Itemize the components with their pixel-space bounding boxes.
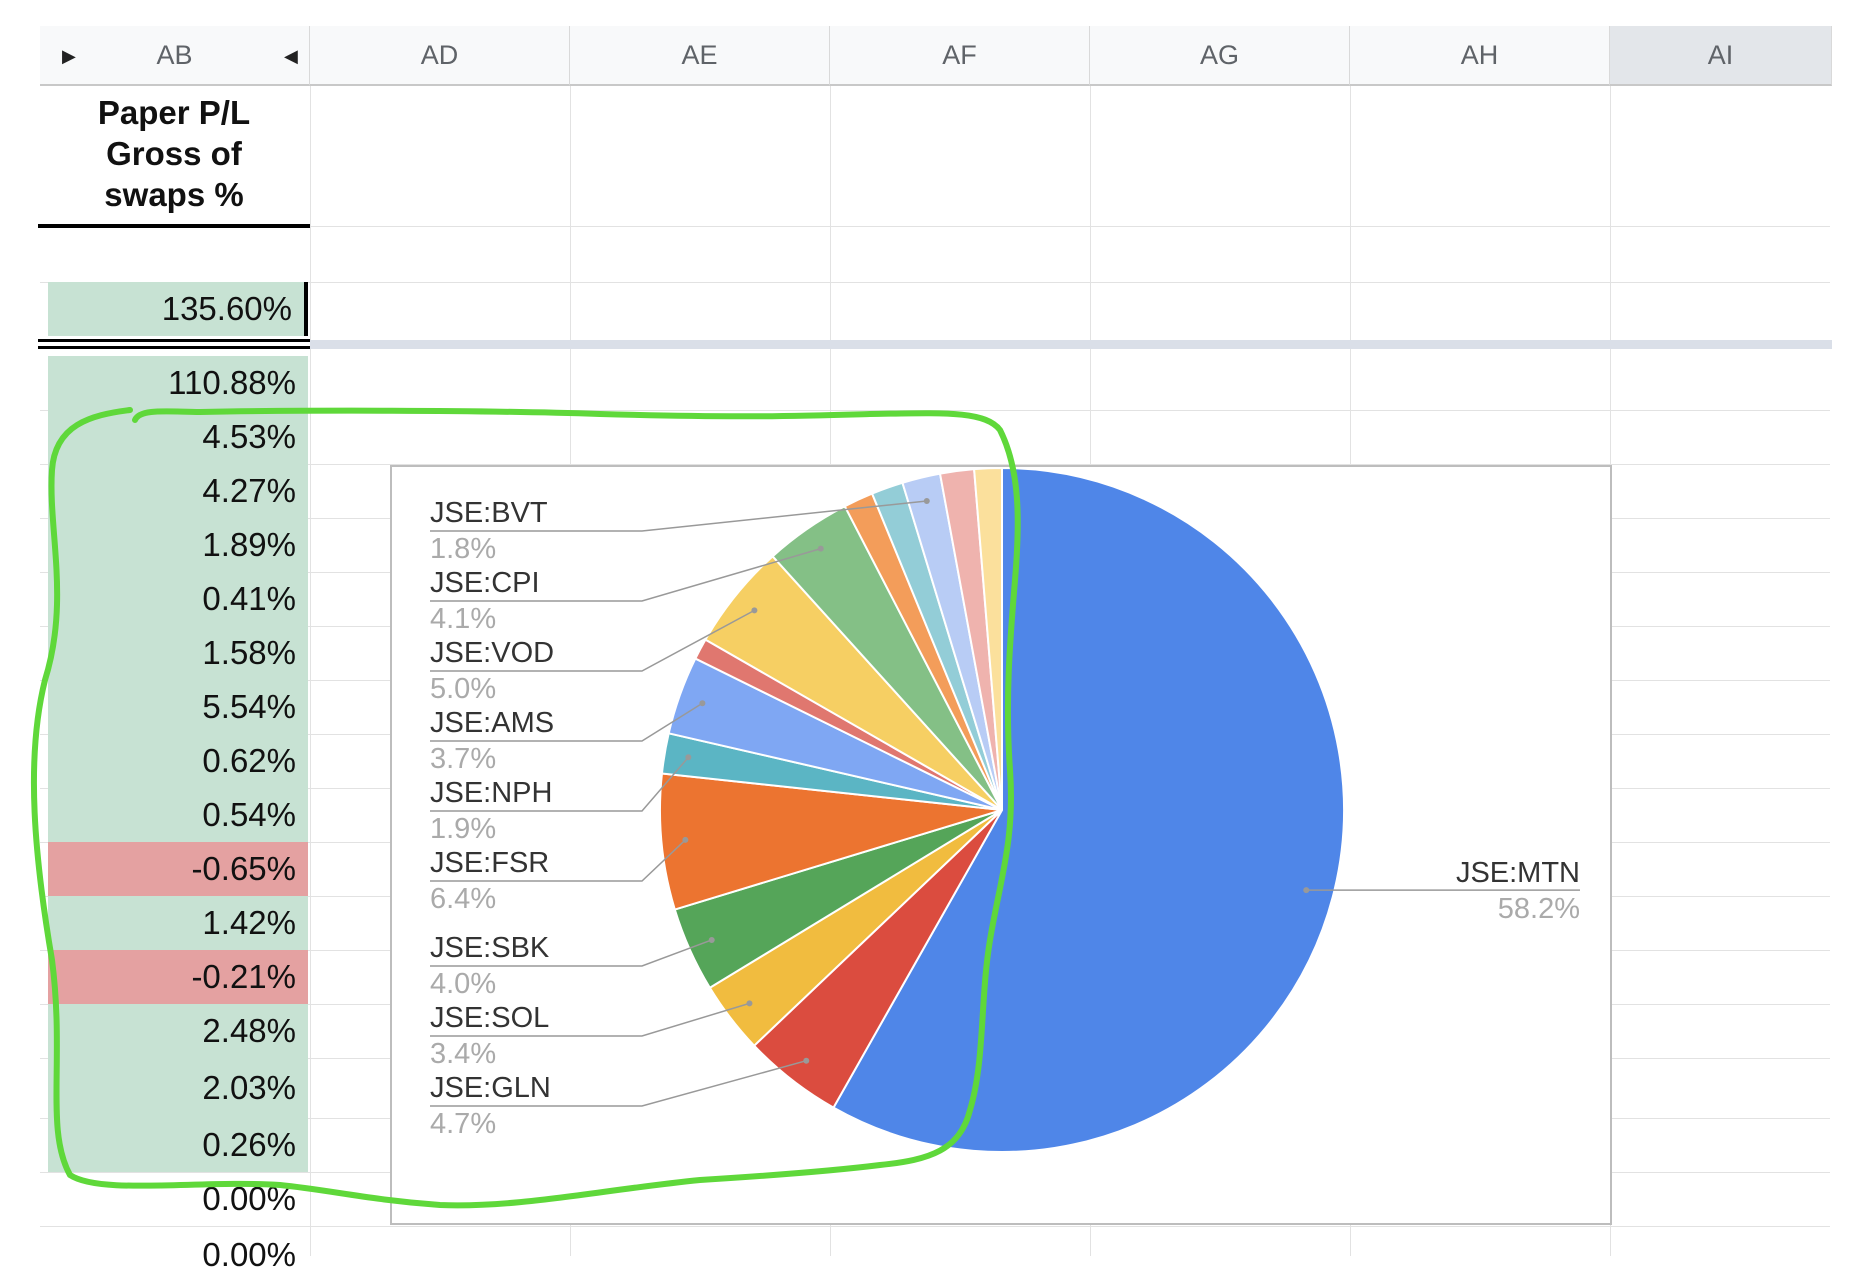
cell-value: 1.42% [202, 904, 296, 941]
cell-value: 1.89% [202, 526, 296, 563]
grid-line [40, 410, 1830, 411]
slice-label: JSE:VOD [430, 637, 554, 669]
value-cell[interactable]: 0.62% [48, 734, 308, 788]
value-cell-negative[interactable]: -0.65% [48, 842, 308, 896]
cell-value: 0.26% [202, 1126, 296, 1163]
column-letter: AI [1707, 39, 1734, 70]
column-letter: AB [156, 39, 193, 70]
value-cell[interactable]: 1.89% [48, 518, 308, 572]
value-cell[interactable]: 2.03% [48, 1058, 308, 1118]
leader-dot [751, 607, 758, 614]
leader-dot [923, 497, 930, 504]
slice-label: JSE:BVT [430, 497, 548, 529]
column-letter: AF [942, 39, 977, 70]
slice-label: JSE:AMS [430, 707, 554, 739]
header-cell-paper-pl[interactable]: Paper P/L Gross of swaps % [38, 92, 310, 224]
slice-percent: 4.7% [430, 1108, 496, 1140]
leader-dot [708, 936, 715, 943]
slice-percent: 6.4% [430, 883, 496, 915]
grid-line [40, 226, 1830, 227]
column-header-ag[interactable]: AG [1090, 26, 1350, 86]
value-cell[interactable]: 0.00% [48, 1226, 308, 1280]
cell-value: 0.00% [202, 1236, 296, 1273]
cell-value: 1.58% [202, 634, 296, 671]
column-header-af[interactable]: AF [830, 26, 1090, 86]
header-line: Gross of [106, 135, 242, 172]
collapse-left-icon[interactable]: ◀ [284, 45, 298, 66]
column-letter: AG [1199, 39, 1239, 70]
cell-value: -0.21% [191, 958, 296, 995]
cell-value: 135.60% [161, 290, 292, 327]
slice-percent: 4.0% [430, 968, 496, 1000]
column-header-ah[interactable]: AH [1350, 26, 1610, 86]
leader-dot [746, 1000, 753, 1007]
cell-value: 0.41% [202, 580, 296, 617]
slice-percent: 3.7% [430, 743, 496, 775]
pie-chart[interactable]: JSE:BVT 1.8% JSE:CPI 4.1% JSE:VOD 5.0% JSE:AMS… [390, 465, 1612, 1225]
leader-dot [682, 836, 689, 843]
slice-percent: 3.4% [430, 1038, 496, 1070]
slice-label: JSE:NPH [430, 777, 552, 809]
column-header-ai[interactable]: AI [1610, 26, 1832, 86]
slice-label: JSE:CPI [430, 567, 540, 599]
cell-value: 0.54% [202, 796, 296, 833]
value-cell[interactable]: 1.58% [48, 626, 308, 680]
column-letter: AH [1460, 39, 1499, 70]
cell-value: 0.62% [202, 742, 296, 779]
value-cell[interactable]: 4.27% [48, 464, 308, 518]
value-cell[interactable]: 5.54% [48, 680, 308, 734]
slice-percent: 58.2% [1498, 893, 1580, 925]
cell-value: 2.48% [202, 1012, 296, 1049]
cell-value: 5.54% [202, 688, 296, 725]
cell-value: 2.03% [202, 1069, 296, 1106]
column-letter: AE [681, 39, 718, 70]
grid-line [40, 282, 1830, 283]
header-line: Paper P/L [97, 94, 251, 131]
cell-value: 4.27% [202, 472, 296, 509]
total-border [38, 346, 310, 349]
value-cell[interactable]: 0.41% [48, 572, 308, 626]
pie-chart-svg: JSE:BVT 1.8%JSE:CPI 4.1%JSE:VOD 5.0%JSE:AMS… [430, 467, 1580, 1153]
leader-dot [685, 754, 692, 761]
slice-percent: 5.0% [430, 673, 496, 705]
value-cell[interactable]: 4.53% [48, 410, 308, 464]
value-cell-negative[interactable]: -0.21% [48, 950, 308, 1004]
header-border [38, 224, 310, 228]
value-cell[interactable]: 1.42% [48, 896, 308, 950]
slice-label: JSE:SOL [430, 1002, 549, 1034]
column-header-ae[interactable]: AE [570, 26, 830, 86]
cell-value: 0.00% [202, 1180, 296, 1217]
slice-label: JSE:MTN [1456, 857, 1580, 889]
column-header-ab[interactable]: AB [40, 26, 310, 86]
cell-value: 110.88% [168, 364, 296, 401]
value-cell[interactable]: 0.00% [48, 1172, 308, 1226]
grid-line [40, 1226, 1830, 1227]
slice-percent: 4.1% [430, 603, 496, 635]
slice-label: JSE:FSR [430, 847, 549, 879]
frozen-rows-divider[interactable] [310, 340, 1832, 349]
leader-dot [803, 1057, 810, 1064]
slice-label: JSE:GLN [430, 1072, 551, 1104]
slice-percent: 1.8% [430, 533, 496, 565]
column-header-ad[interactable]: AD [310, 26, 570, 86]
value-cell[interactable]: 110.88% [48, 356, 308, 410]
cell-value: 4.53% [202, 418, 296, 455]
value-cell[interactable]: 0.26% [48, 1118, 308, 1172]
expand-left-icon[interactable]: ▶ [62, 45, 76, 66]
header-line: swaps % [104, 176, 244, 213]
total-cell[interactable]: 135.60% [48, 282, 308, 336]
leader-dot [699, 700, 706, 707]
leader-dot [1303, 887, 1310, 894]
total-border [38, 339, 310, 342]
value-cell[interactable]: 0.54% [48, 788, 308, 842]
slice-percent: 1.9% [430, 813, 496, 845]
value-cell[interactable]: 2.48% [48, 1004, 308, 1058]
column-letter: AD [420, 39, 459, 70]
slice-label: JSE:SBK [430, 932, 550, 964]
grid-line [310, 86, 311, 1256]
cell-value: -0.65% [191, 850, 296, 887]
leader-dot [817, 545, 824, 552]
